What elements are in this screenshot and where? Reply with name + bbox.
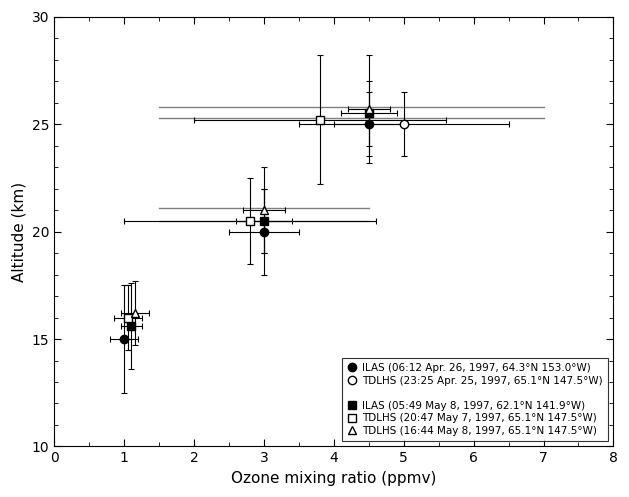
X-axis label: Ozone mixing ratio (ppmv): Ozone mixing ratio (ppmv): [231, 471, 437, 486]
Legend: ILAS (06:12 Apr. 26, 1997, 64.3°N 153.0°W), TDLHS (23:25 Apr. 25, 1997, 65.1°N 1: ILAS (06:12 Apr. 26, 1997, 64.3°N 153.0°…: [342, 358, 608, 441]
Y-axis label: Altitude (km): Altitude (km): [11, 181, 26, 282]
